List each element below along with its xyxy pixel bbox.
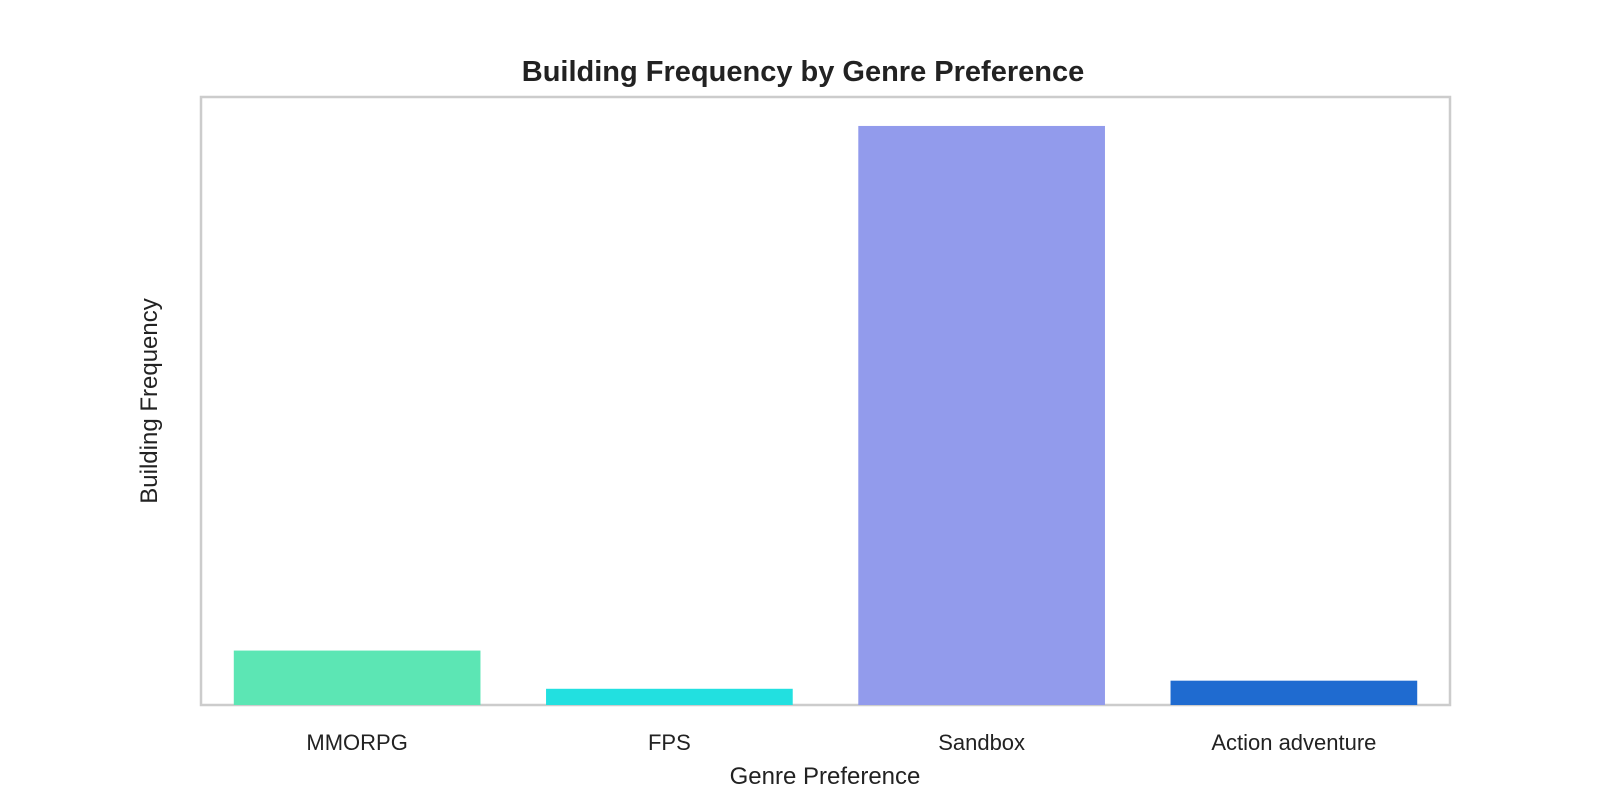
plot-area: [199, 95, 1452, 707]
bar-sandbox: [858, 125, 1105, 705]
x-tick-label: Sandbox: [938, 730, 1025, 755]
x-tick-label: Action adventure: [1211, 730, 1376, 755]
x-tick-label: FPS: [648, 730, 691, 755]
y-axis-label: Building Frequency: [136, 298, 163, 503]
x-tick-labels: MMORPG FPS Sandbox Action adventure: [306, 730, 1376, 755]
chart-title: Building Frequency by Genre Preference: [522, 56, 1084, 88]
x-axis-label: Genre Preference: [730, 763, 921, 790]
bar-fps: [546, 688, 793, 705]
bars-group: [233, 125, 1418, 705]
x-tick-label: MMORPG: [306, 730, 407, 755]
bar-mmorpg: [233, 650, 481, 705]
bar-action-adventure: [1170, 680, 1418, 705]
